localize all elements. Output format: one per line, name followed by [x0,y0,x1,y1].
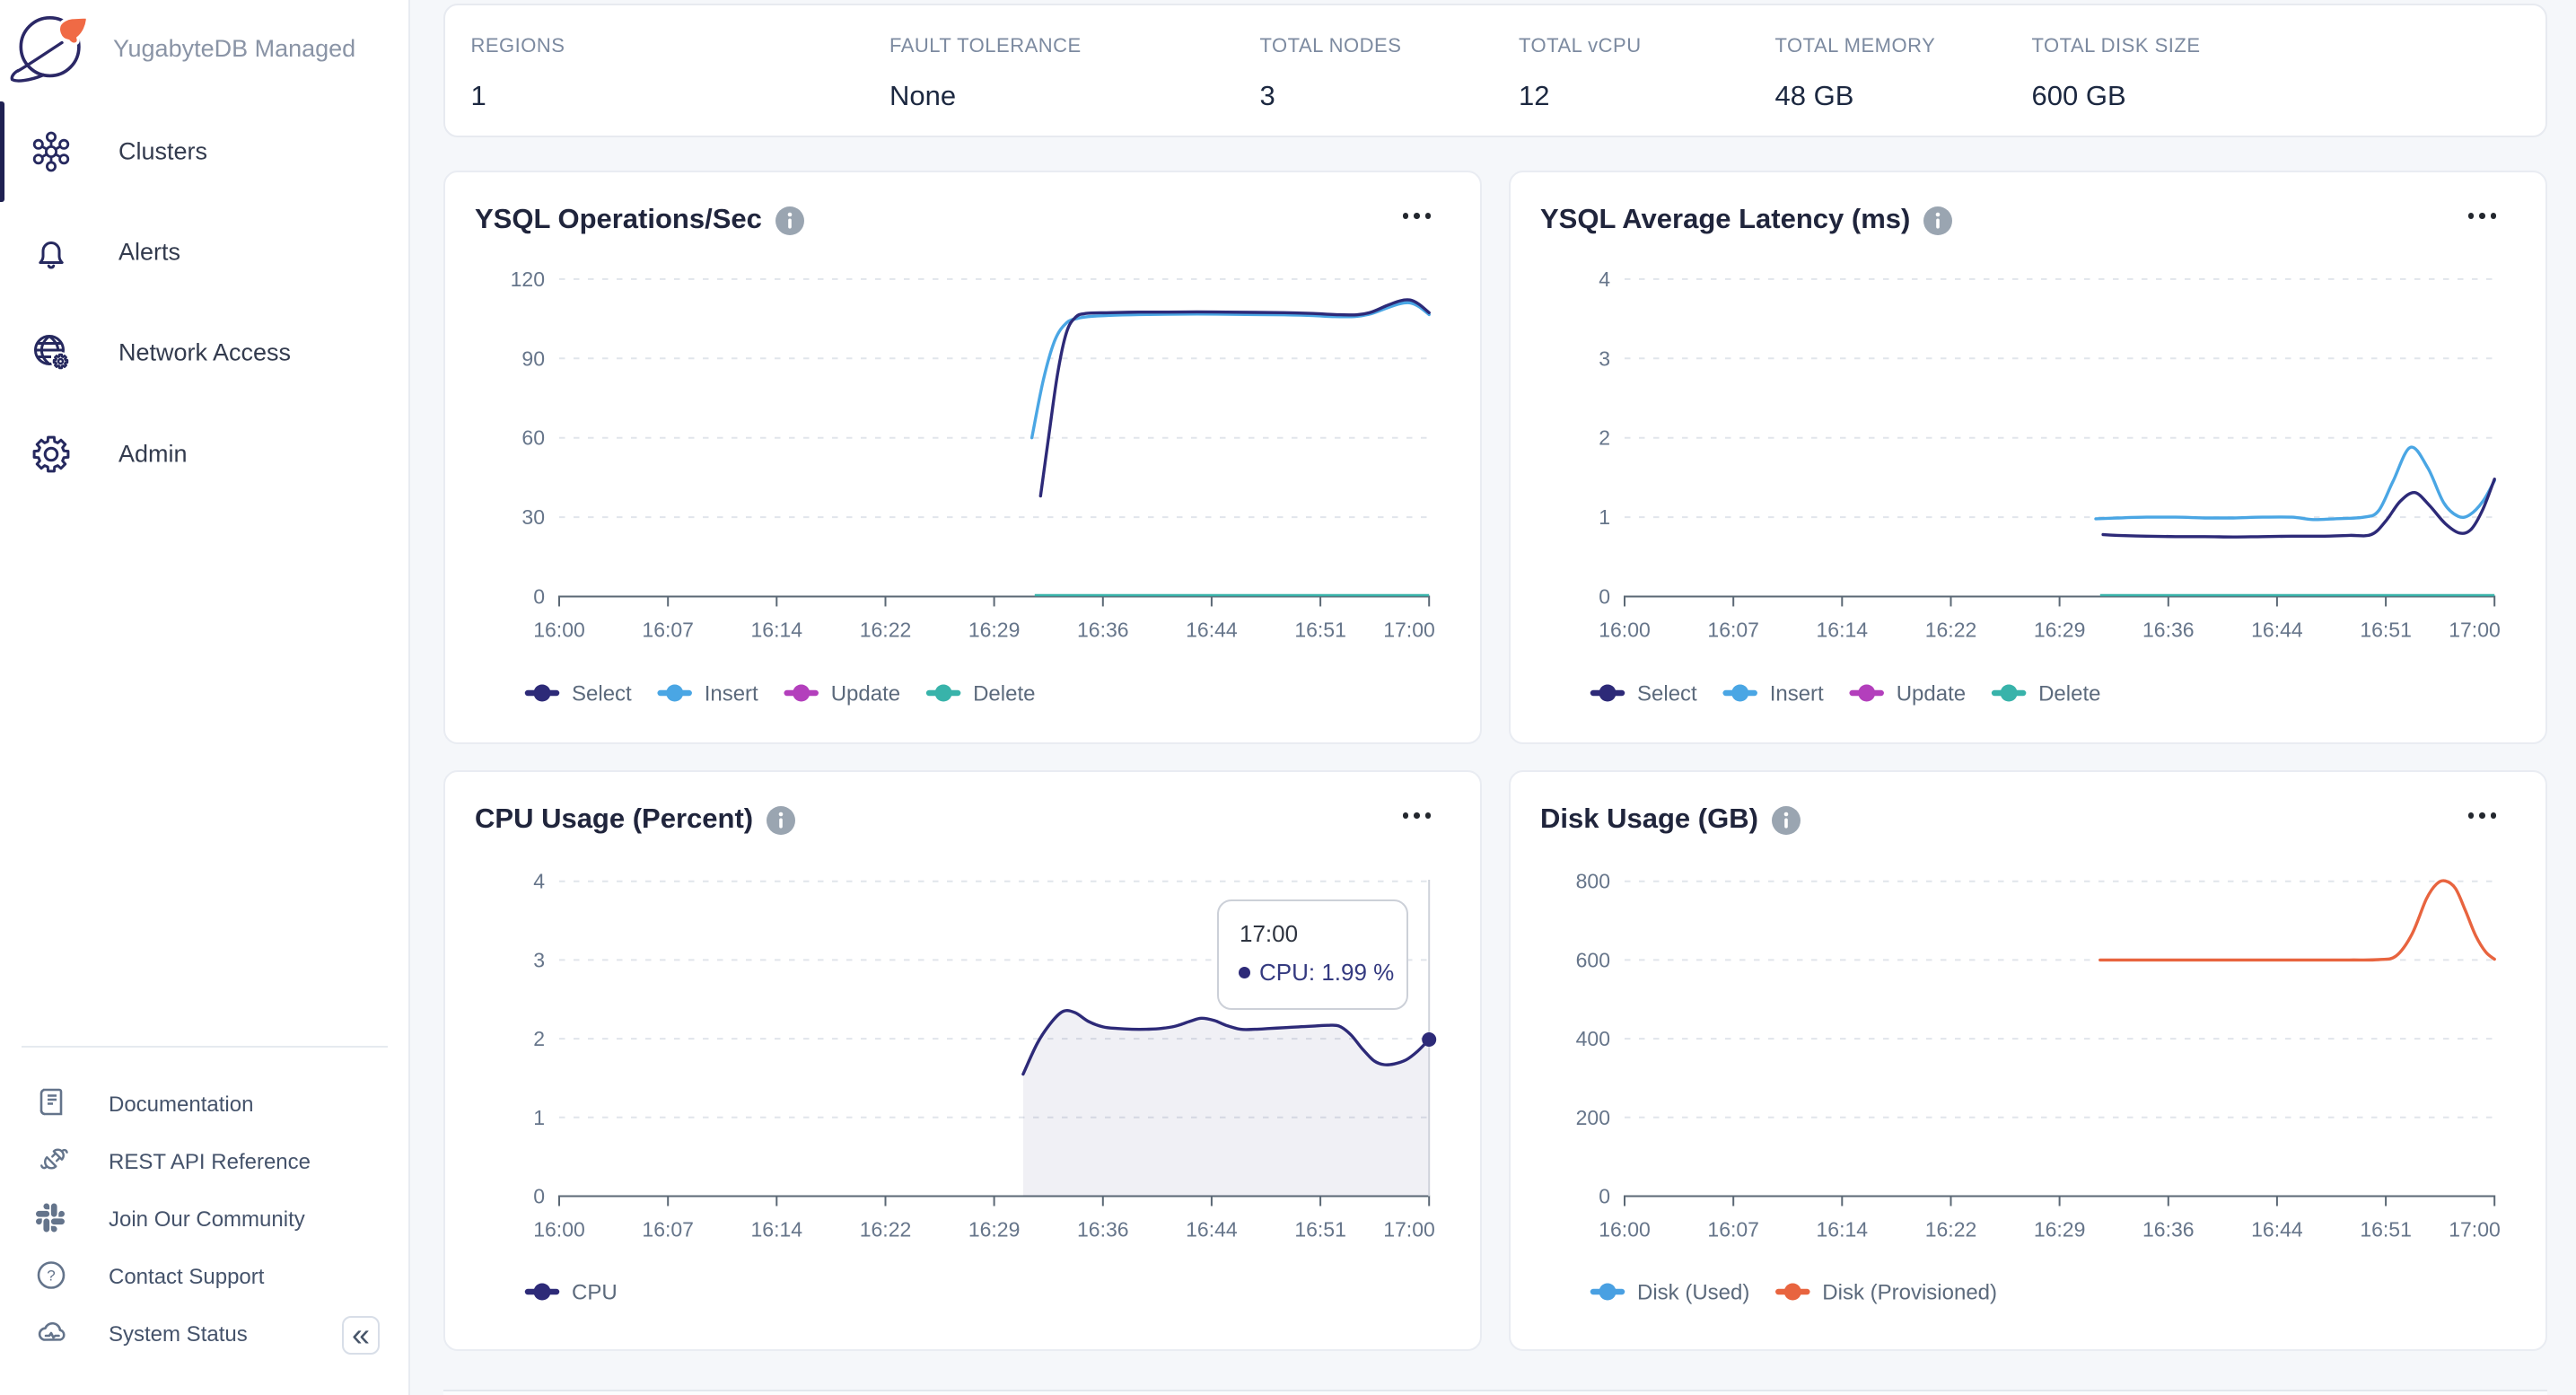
svg-text:?: ? [47,1268,55,1285]
svg-text:4: 4 [1599,268,1610,291]
svg-text:17:00: 17:00 [2449,1218,2501,1241]
svg-text:0: 0 [533,1185,545,1208]
svg-text:16:07: 16:07 [1707,619,1759,642]
svg-text:3: 3 [533,948,545,971]
svg-text:16:51: 16:51 [1294,1218,1346,1241]
svg-text:0: 0 [1599,585,1610,609]
svg-text:Delete: Delete [973,682,1035,706]
svg-text:16:51: 16:51 [2360,619,2412,642]
svg-text:17:00: 17:00 [2449,619,2501,642]
svg-text:16:07: 16:07 [1707,1218,1759,1241]
svg-text:60: 60 [521,426,545,450]
svg-text:Disk (Used): Disk (Used) [1637,1281,1749,1305]
svg-text:16:14: 16:14 [751,1218,803,1241]
svg-text:16:36: 16:36 [1077,619,1129,642]
svg-text:Disk (Provisioned): Disk (Provisioned) [1822,1281,1997,1305]
svg-text:1: 1 [1599,505,1610,529]
svg-text:600: 600 [1576,948,1610,971]
svg-text:120: 120 [511,268,545,291]
svg-text:2: 2 [1599,426,1610,450]
svg-text:16:00: 16:00 [1599,1218,1651,1241]
svg-text:0: 0 [1599,1185,1610,1208]
svg-text:16:29: 16:29 [2034,619,2086,642]
svg-text:3: 3 [1599,347,1610,370]
svg-text:0: 0 [533,585,545,609]
svg-text:Delete: Delete [2038,682,2100,706]
svg-text:4: 4 [533,870,545,893]
svg-text:17:00: 17:00 [1383,1218,1435,1241]
svg-text:Insert: Insert [705,682,758,706]
svg-text:16:22: 16:22 [1925,619,1977,642]
svg-text:16:14: 16:14 [751,619,803,642]
svg-text:16:36: 16:36 [2142,619,2195,642]
svg-text:Update: Update [831,682,900,706]
svg-text:16:29: 16:29 [968,619,1021,642]
svg-text:400: 400 [1576,1027,1610,1050]
svg-text:16:44: 16:44 [1186,1218,1238,1241]
svg-text:16:22: 16:22 [860,1218,912,1241]
svg-text:16:00: 16:00 [533,619,585,642]
svg-text:16:07: 16:07 [642,619,694,642]
svg-text:17:00: 17:00 [1383,619,1435,642]
svg-text:16:29: 16:29 [968,1218,1021,1241]
svg-text:Update: Update [1897,682,1966,706]
svg-text:Select: Select [572,682,632,706]
svg-text:16:36: 16:36 [2142,1218,2195,1241]
svg-text:30: 30 [521,505,545,529]
svg-text:16:07: 16:07 [642,1218,694,1241]
svg-text:2: 2 [533,1027,545,1050]
svg-text:800: 800 [1576,870,1610,893]
svg-text:16:22: 16:22 [860,619,912,642]
svg-text:16:44: 16:44 [1186,619,1238,642]
svg-text:Select: Select [1637,682,1697,706]
svg-text:16:00: 16:00 [1599,619,1651,642]
svg-text:16:14: 16:14 [1817,619,1869,642]
svg-text:16:44: 16:44 [2251,1218,2303,1241]
svg-text:16:51: 16:51 [1294,619,1346,642]
svg-text:16:22: 16:22 [1925,1218,1977,1241]
svg-text:16:36: 16:36 [1077,1218,1129,1241]
svg-text:1: 1 [533,1106,545,1129]
svg-text:16:00: 16:00 [533,1218,585,1241]
svg-text:Insert: Insert [1770,682,1824,706]
svg-text:16:29: 16:29 [2034,1218,2086,1241]
svg-text:16:44: 16:44 [2251,619,2303,642]
svg-text:200: 200 [1576,1106,1610,1129]
svg-text:16:51: 16:51 [2360,1218,2412,1241]
svg-text:16:14: 16:14 [1817,1218,1869,1241]
svg-text:CPU: CPU [572,1281,618,1305]
svg-text:90: 90 [521,347,545,370]
